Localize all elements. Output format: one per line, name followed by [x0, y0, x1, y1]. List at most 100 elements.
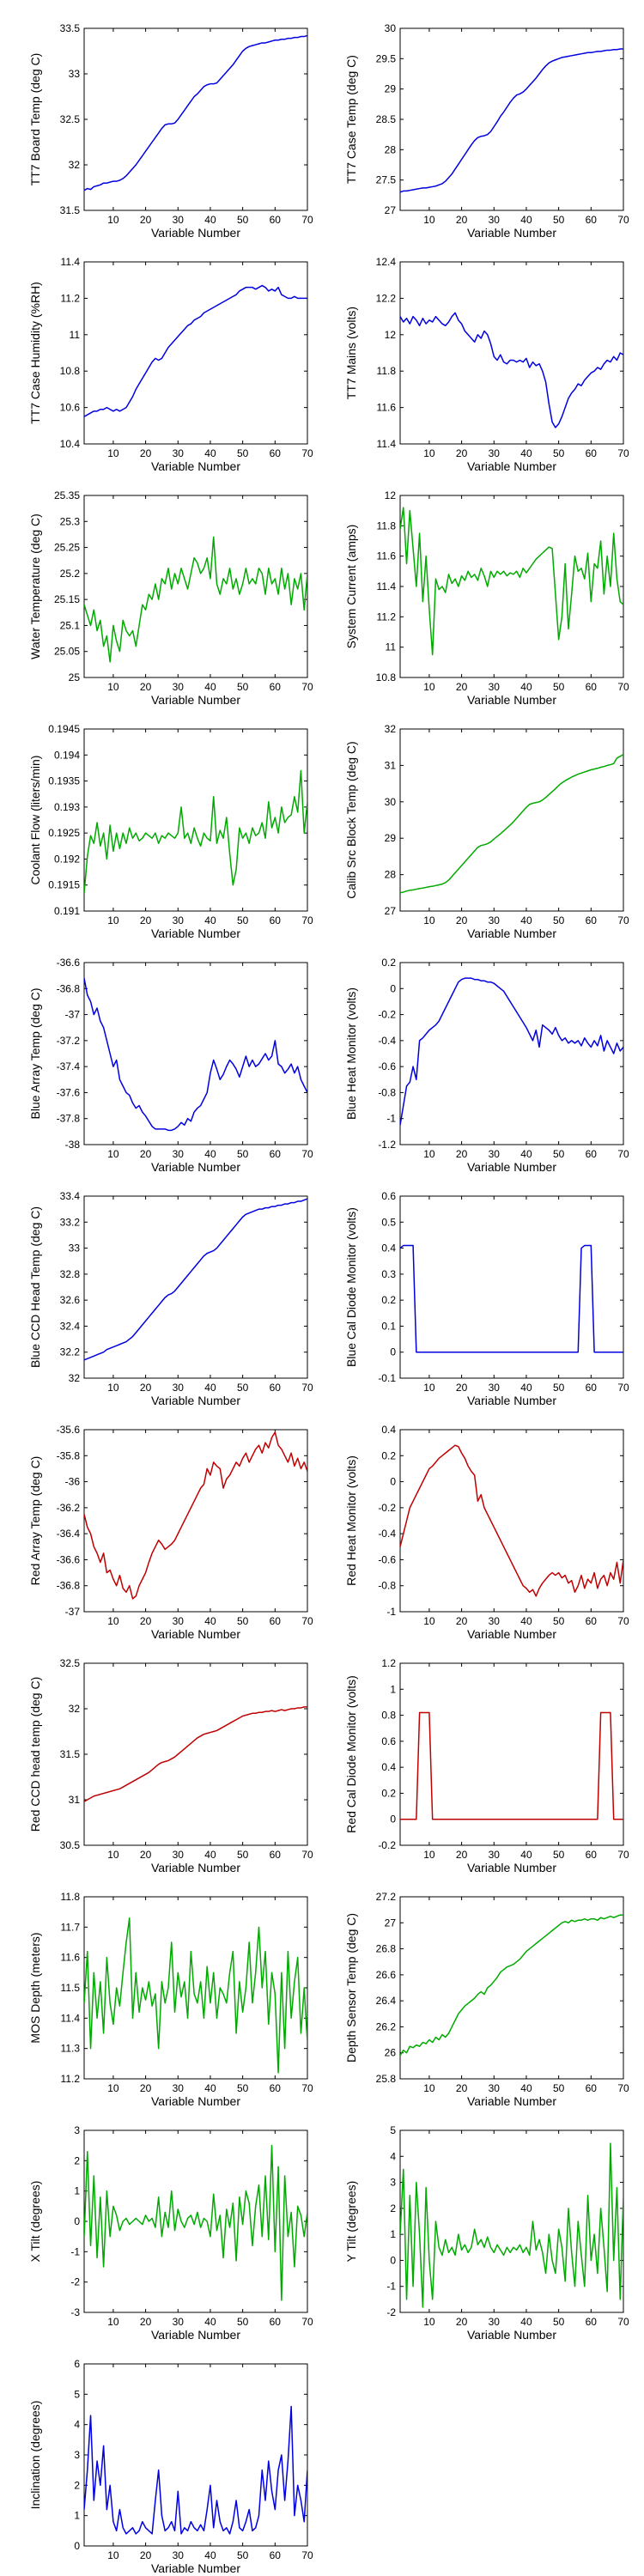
series-line — [400, 1711, 623, 1820]
chart-panel: 10 20 30 40 50 60 70 0 1 2 3 4 5 6 Variable Number Incl… — [28, 2358, 313, 2575]
y-tick-label: 12.2 — [376, 292, 397, 304]
y-tick-label: 12 — [385, 489, 397, 501]
x-tick-label: 50 — [237, 1148, 249, 1160]
plot-frame — [83, 2363, 308, 2547]
plot-frame — [399, 2129, 624, 2313]
y-tick-label: 27.5 — [376, 174, 397, 186]
y-tick-label: 4 — [390, 2150, 396, 2162]
chart-panel: 10 20 30 40 50 60 70 25 25.05 25.1 25.15 25.2 25.25 2… — [28, 489, 313, 707]
y-axis-title: TT7 Mains (volts) — [344, 307, 358, 399]
y-tick-label: -1.2 — [378, 1139, 396, 1151]
y-tick-label: 0.6 — [381, 1735, 396, 1747]
x-tick-label: 50 — [553, 2316, 565, 2328]
y-tick-label: 0.1935 — [48, 775, 80, 787]
x-tick-label: 60 — [586, 681, 598, 693]
y-tick-label: 0 — [74, 2540, 80, 2552]
x-tick-label: 40 — [520, 1615, 532, 1627]
x-tick-label: 10 — [107, 2082, 119, 2094]
chart-panel: 10 20 30 40 50 60 70 25.8 26 26.2 26.4 26.6 26.8 27 27… — [344, 1891, 629, 2108]
x-tick-label: 10 — [423, 2082, 435, 2094]
chart-panel: 10 20 30 40 50 60 70 10.4 10.6 10.8 11 11.2 11.4 Vari… — [28, 256, 313, 473]
y-tick-label: -35.8 — [57, 1449, 81, 1461]
y-tick-label: 27 — [385, 204, 397, 216]
x-tick-label: 40 — [520, 2316, 532, 2328]
y-tick-label: -0.6 — [378, 1060, 396, 1072]
y-tick-label: 0.3 — [381, 1268, 396, 1280]
series-line — [400, 1244, 623, 1353]
y-tick-label: 0 — [390, 2254, 396, 2266]
x-tick-label: 70 — [301, 2549, 313, 2561]
y-tick-label: 29 — [385, 832, 397, 844]
x-tick-label: 70 — [301, 2316, 313, 2328]
y-axis-title: Inclination (degrees) — [28, 2401, 42, 2510]
y-tick-label: -35.6 — [57, 1424, 81, 1436]
series-line — [400, 507, 623, 656]
x-tick-label: 70 — [617, 914, 629, 927]
y-tick-label: -0.4 — [378, 1035, 396, 1047]
y-tick-label: 28.5 — [376, 113, 397, 125]
y-tick-label: 0.6 — [381, 1190, 396, 1202]
x-tick-label: 70 — [617, 447, 629, 459]
y-tick-label: -0.4 — [378, 1528, 396, 1540]
y-tick-label: 0.193 — [54, 801, 80, 813]
y-tick-label: -1 — [386, 2281, 396, 2293]
y-tick-label: 1 — [74, 2185, 80, 2197]
x-tick-label: 40 — [520, 1382, 532, 1394]
chart-panel: 10 20 30 40 50 60 70 27 28 29 30 31 32 Variable Numbe… — [344, 723, 629, 940]
y-tick-label: 26.4 — [376, 1995, 397, 2007]
y-tick-label: 29.5 — [376, 52, 397, 64]
y-tick-label: -38 — [65, 1139, 81, 1151]
x-tick-label: 70 — [301, 447, 313, 459]
y-tick-label: 28 — [385, 869, 397, 881]
y-tick-label: 27.2 — [376, 1891, 397, 1903]
y-tick-label: 0.191 — [54, 905, 80, 917]
y-tick-label: -1 — [386, 1113, 396, 1125]
y-tick-label: 11.5 — [61, 1982, 81, 1994]
chart-panel: 10 20 30 40 50 60 70 -38 -37.8 -37.6 -37.4 -37.2 -37… — [28, 957, 313, 1174]
chart-panel: 10 20 30 40 50 60 70 31.5 32 32.5 33 33.5 Variable N… — [28, 22, 313, 240]
y-tick-label: 3 — [74, 2124, 80, 2136]
x-tick-label: 40 — [204, 2549, 216, 2561]
y-axis-title: MOS Depth (meters) — [28, 1932, 42, 2043]
x-tick-label: 50 — [553, 914, 565, 927]
y-tick-label: 11.8 — [61, 1891, 81, 1903]
x-tick-label: 70 — [301, 1148, 313, 1160]
series-line — [84, 1431, 307, 1600]
x-tick-label: 50 — [553, 1849, 565, 1861]
chart-panel: 10 20 30 40 50 60 70 -1.2 -1 -0.8 -0.6 -0.4 -0.2 0 0.2… — [344, 957, 629, 1174]
y-tick-label: 11.4 — [61, 2012, 81, 2024]
y-axis-title: Water Temperature (deg C) — [28, 513, 42, 659]
y-tick-label: -36 — [65, 1476, 81, 1488]
x-tick-label: 50 — [553, 681, 565, 693]
y-tick-label: 2 — [390, 2202, 396, 2215]
y-tick-label: 10.6 — [60, 402, 81, 414]
x-tick-label: 10 — [107, 447, 119, 459]
plot-frame — [83, 495, 308, 678]
y-tick-label: 30 — [385, 796, 397, 808]
x-tick-label: 10 — [423, 1148, 435, 1160]
y-tick-label: 11.2 — [61, 2073, 81, 2085]
x-tick-label: 70 — [617, 1148, 629, 1160]
y-tick-label: 12 — [385, 329, 397, 341]
y-tick-label: -37 — [65, 1606, 81, 1618]
chart-panel: 10 20 30 40 50 60 70 -0.2 0 0.2 0.4 0.6 0.8 1 1.2 Varia… — [344, 1657, 629, 1874]
plot-frame — [83, 1662, 308, 1846]
y-tick-label: 1.2 — [381, 1657, 396, 1669]
y-tick-label: 11.4 — [377, 580, 397, 592]
plot-frame — [399, 1662, 624, 1846]
y-tick-label: 0.4 — [381, 1242, 396, 1255]
y-tick-label: 31 — [385, 759, 397, 771]
x-tick-label: 20 — [456, 214, 468, 226]
y-tick-label: 32.5 — [60, 113, 81, 125]
x-tick-label: 70 — [301, 1382, 313, 1394]
y-tick-label: 33.4 — [60, 1190, 81, 1202]
x-tick-label: 30 — [489, 1615, 501, 1627]
x-tick-label: 20 — [140, 1148, 152, 1160]
x-tick-label: 60 — [270, 2549, 282, 2561]
x-tick-label: 50 — [237, 2082, 249, 2094]
chart-panel: 10 20 30 40 50 60 702727.52828.52929.530Variab… — [344, 22, 629, 240]
y-tick-label: 1 — [74, 2510, 80, 2522]
x-tick-label: 20 — [456, 1148, 468, 1160]
chart-panel: 10 20 30 40 50 60 70 30.5 31 31.5 32 32.5 Variable N… — [28, 1657, 313, 1874]
x-tick-label: 30 — [489, 214, 501, 226]
